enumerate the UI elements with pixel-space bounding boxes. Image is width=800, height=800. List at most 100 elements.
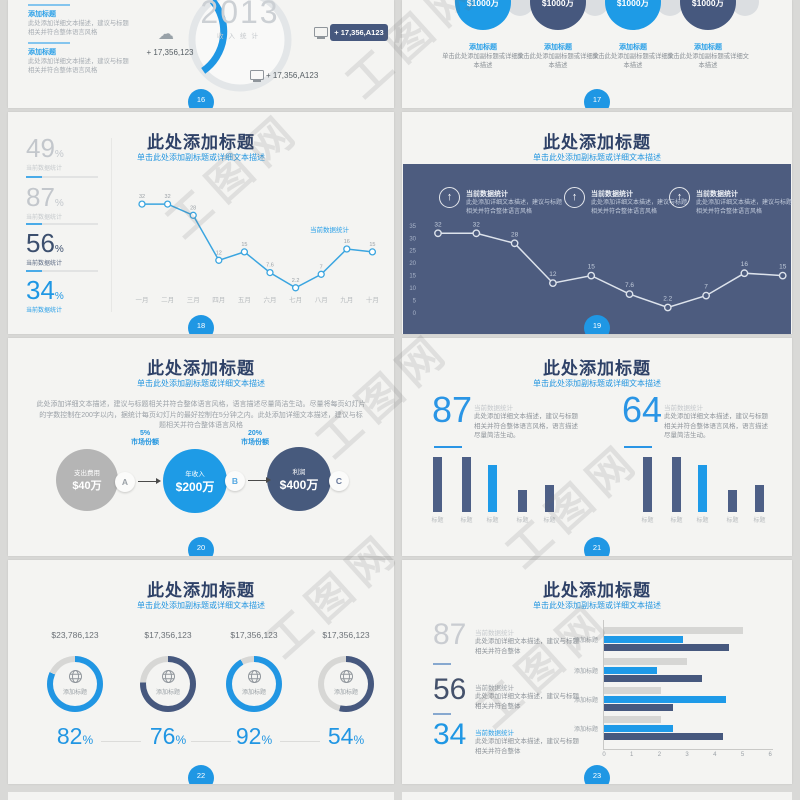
bar [488, 465, 497, 512]
page-number-badge: 21 [584, 537, 610, 556]
flow-circle-label: 利润 [292, 468, 306, 476]
donut-inner-label: 添加标题 [333, 690, 358, 696]
slide-title: 此处添加标题 [543, 133, 651, 152]
svg-text:六月: 六月 [264, 295, 277, 304]
globe-icon [161, 669, 176, 684]
panel-item-body: 此处添加详细文本描述，建议与标题相关并符合整体语言风格 [466, 200, 563, 215]
stat-separator [433, 713, 451, 715]
svg-text:九月: 九月 [340, 295, 353, 304]
side-stat-value: 34 [433, 718, 467, 751]
year-ring-chart [185, 0, 295, 95]
svg-text:25: 25 [409, 249, 416, 255]
flow-marker: A [115, 472, 135, 492]
donut-amount: $17,356,123 [322, 630, 370, 640]
slide-21[interactable]: 此处添加标题 单击此处添加副标题或详细文本描述 21 87 当前数据统计 此处添加详… [402, 338, 792, 556]
flow-circle-value: $40万 [72, 480, 102, 492]
panel-item-heading: 当前数据统计 [696, 191, 738, 198]
stat-divider-accent [26, 223, 42, 225]
dark-panel [403, 164, 791, 334]
circle-caption-body: 单击此处添加副标题或详细文本描述 [517, 53, 599, 69]
slide-20[interactable]: 此处添加标题 单击此处添加副标题或详细文本描述 20 此处添加详细文本描述，建议… [8, 338, 394, 556]
next-row-slide-edge [402, 792, 792, 800]
up-arrow-circle-icon: ↑ [669, 187, 690, 208]
hbar-bar [604, 644, 729, 651]
bar [518, 490, 527, 512]
slide-19[interactable]: 此处添加标题 单击此处添加副标题或详细文本描述 19 ↑ 当前数据统计 此处添加详细… [402, 112, 792, 334]
bar [698, 465, 707, 512]
block-divider [28, 4, 70, 6]
hbar-axis-v [603, 620, 604, 750]
side-stat-caption: 当前数据统计 [475, 730, 514, 737]
svg-text:五月: 五月 [238, 296, 251, 304]
hbar-bar [604, 695, 726, 703]
donut-chart: 添加标题 [318, 656, 374, 712]
svg-text:四月: 四月 [212, 296, 225, 304]
donut-amount: $17,356,123 [230, 630, 278, 640]
slide-subtitle: 单击此处添加副标题或详细文本描述 [137, 601, 265, 610]
svg-text:35: 35 [409, 224, 416, 230]
globe-icon [339, 669, 354, 684]
side-stat-value: 56 [433, 673, 467, 706]
chart-label: 当前数据统计 [310, 227, 349, 234]
panel-item-body: 此处添加详细文本描述，建议与标题相关并符合整体语言风格 [591, 200, 688, 215]
slide-23[interactable]: 此处添加标题 单击此处添加副标题或详细文本描述 23 87 当前数据统计 此处添加详… [402, 560, 792, 784]
circle-caption-heading: 添加标题 [469, 44, 497, 51]
donut-percent: 54% [327, 723, 365, 749]
cloud-value: + 17,356,123 [146, 48, 194, 57]
side-stat-caption: 当前数据统计 [475, 685, 514, 692]
svg-text:15: 15 [409, 274, 416, 280]
donut-hole: 添加标题 [53, 662, 97, 706]
donut-hole: 添加标题 [324, 662, 368, 706]
hbar-group-label: 添加标题 [573, 698, 598, 704]
bar [545, 485, 554, 512]
stat-value: 34% [26, 275, 64, 305]
hbar-bar [604, 687, 661, 694]
flow-marker: C [329, 471, 349, 491]
stat-divider [26, 223, 98, 225]
svg-text:十月: 十月 [366, 295, 379, 304]
side-stat-value: 87 [433, 618, 467, 651]
panel-item-heading: 当前数据统计 [466, 191, 508, 198]
slide-17[interactable]: 17 $1000万 添加标题 单击此处添加副标题或详细文本描述 $1000万 添加标题单… [402, 0, 792, 108]
up-arrow-circle-icon: ↑ [564, 187, 585, 208]
svg-text:7: 7 [704, 284, 708, 291]
display-icon [250, 70, 264, 80]
slide-22[interactable]: 此处添加标题 单击此处添加副标题或详细文本描述 22 $23,786,123 添加… [8, 560, 394, 784]
hbar-bar [604, 658, 688, 665]
svg-text:28: 28 [190, 205, 196, 211]
circle-caption-body: 单击此处添加副标题或详细文本描述 [442, 53, 524, 69]
slide-18[interactable]: 此处添加标题 单击此处添加副标题或详细文本描述 18 49% 当前数据统计 87% 当… [8, 112, 394, 334]
slide-title: 此处添加标题 [147, 581, 255, 600]
hbar-group-label: 添加标题 [573, 669, 598, 675]
big-stat-value: 64 [622, 389, 663, 430]
svg-text:12: 12 [549, 271, 557, 278]
hbar-bar [604, 704, 674, 711]
slide-16[interactable]: 16 添加标题 此处添加详细文本描述，建议与标题相关并符合整体语言风格 添加标题 此处… [8, 0, 394, 108]
bar-label: 标题 [641, 518, 654, 524]
slide-title: 此处添加标题 [147, 359, 255, 378]
circle-caption-heading: 添加标题 [694, 44, 722, 51]
globe-icon [247, 669, 262, 684]
big-stat-caption: 当前数据统计 [664, 405, 703, 412]
up-arrow-circle-icon: ↑ [439, 187, 460, 208]
slide-subtitle: 单击此处添加副标题或详细文本描述 [533, 153, 661, 162]
svg-text:5: 5 [413, 299, 417, 305]
svg-text:32: 32 [434, 221, 442, 228]
svg-text:16: 16 [741, 261, 749, 268]
slide-title: 此处添加标题 [543, 581, 651, 600]
svg-text:32: 32 [139, 194, 145, 200]
flow-circle: 利润 $400万 [267, 447, 331, 511]
bar-label: 标题 [460, 518, 473, 524]
display-icon [314, 27, 328, 37]
hbar-tick: 5 [740, 752, 745, 758]
circle-caption-body: 单击此处添加副标题或详细文本描述 [592, 53, 674, 69]
donut-inner-label: 添加标题 [241, 690, 266, 696]
stat-caption: 当前数据统计 [26, 215, 63, 221]
flow-circle: 年收入 $200万 [163, 449, 227, 513]
side-stat-body: 此处添加详细文本描述，建议与标题相关并符合整体 [475, 638, 579, 655]
hbar-axis-h [603, 749, 773, 750]
stat-value: 49% [26, 133, 64, 163]
year-caption: 收入统计 [217, 33, 263, 40]
percent-connector [280, 741, 320, 742]
svg-text:10: 10 [409, 286, 416, 292]
